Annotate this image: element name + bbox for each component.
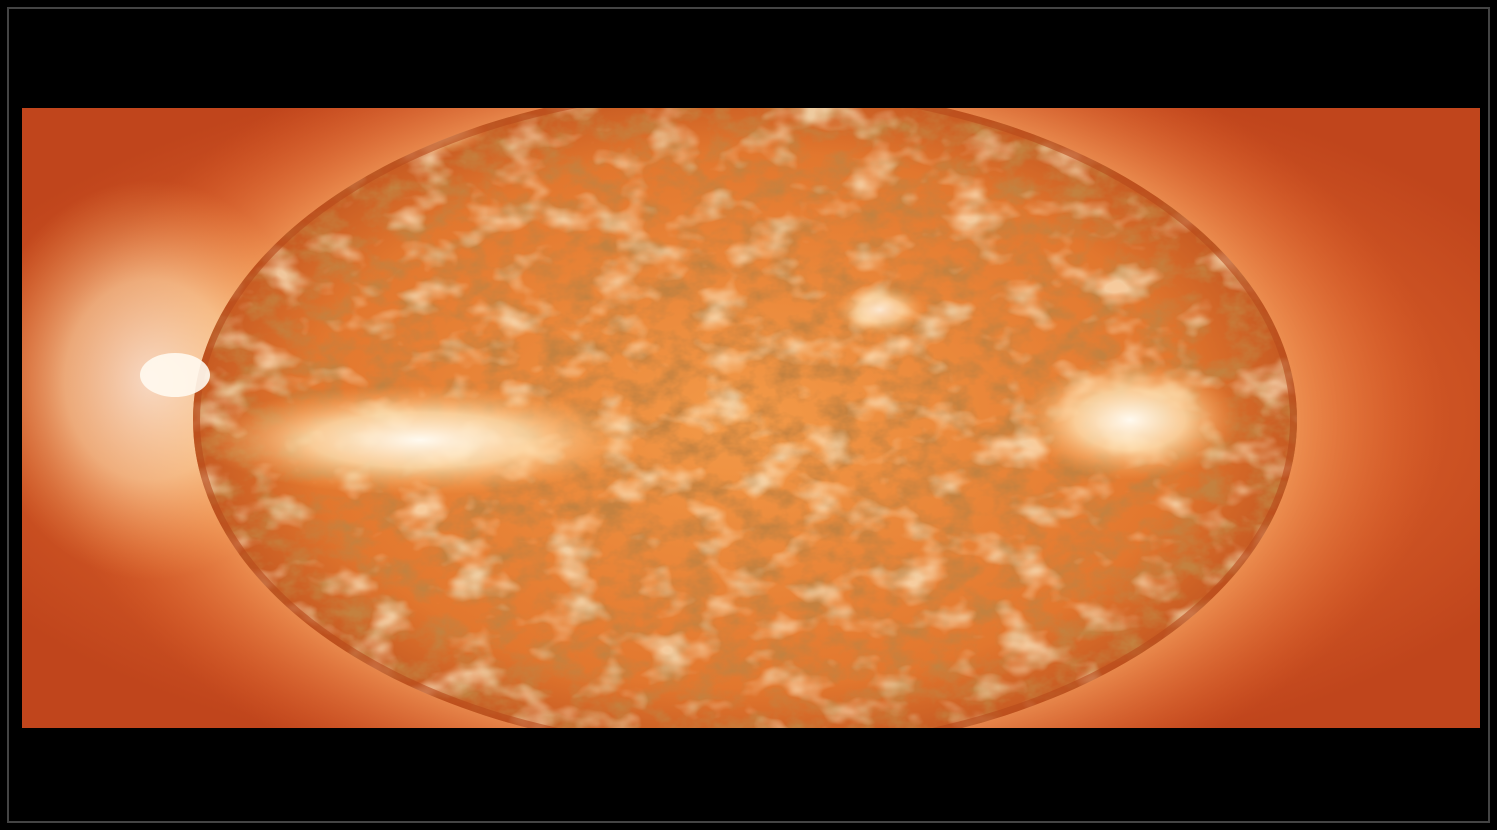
flare-core: [140, 353, 210, 397]
active-region: [200, 385, 640, 495]
active-region: [1020, 360, 1240, 480]
frame-border: [7, 7, 1490, 823]
active-region: [835, 285, 925, 335]
